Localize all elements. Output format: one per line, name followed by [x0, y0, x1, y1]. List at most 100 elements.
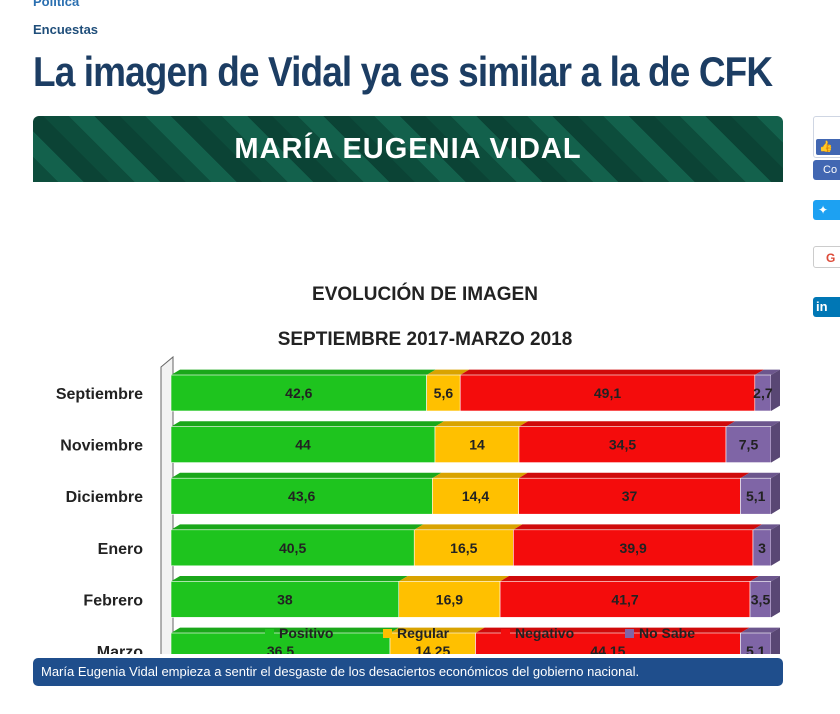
- data-label: 40,5: [279, 540, 306, 556]
- legend-swatch: [383, 629, 392, 638]
- article-headline: La imagen de Vidal ya es similar a la de…: [33, 48, 773, 95]
- bar-segment: [170, 529, 415, 567]
- twitter-bird-icon: ✦: [818, 203, 829, 217]
- bar-side: [771, 421, 780, 463]
- data-label: 3: [758, 540, 766, 556]
- caption-text: María Eugenia Vidal empieza a sentir el …: [41, 664, 640, 679]
- bar-segment-top: [390, 627, 485, 633]
- bar-segment-top: [519, 421, 735, 427]
- data-label: 7,5: [739, 437, 759, 453]
- category-label: Febrero: [83, 592, 143, 609]
- legend-swatch: [625, 629, 634, 638]
- category-label: Septiembre: [56, 386, 143, 403]
- section-link[interactable]: Política: [33, 0, 80, 9]
- bar-segment-top: [513, 524, 762, 530]
- twitter-share-button[interactable]: ✦: [813, 200, 840, 220]
- bar-segment-top: [435, 421, 528, 427]
- data-label: 2,7: [753, 385, 773, 401]
- data-label: 41,7: [611, 591, 638, 607]
- legend-label: Regular: [397, 625, 450, 641]
- google-icon: G: [826, 251, 836, 265]
- data-label: 37: [622, 488, 638, 504]
- bar-segment: [459, 374, 756, 412]
- google-share-button[interactable]: G: [813, 246, 840, 268]
- bar-segment-top: [432, 472, 528, 479]
- category-label: Enero: [98, 541, 144, 558]
- data-label: 43,6: [288, 488, 315, 504]
- bar-side: [771, 472, 780, 515]
- data-label: 44: [295, 437, 311, 453]
- bar-segment: [499, 581, 751, 618]
- data-label: 49,1: [594, 385, 621, 401]
- chart-subtitle: SEPTIEMBRE 2017-MARZO 2018: [278, 329, 573, 350]
- bar-segment: [513, 529, 754, 567]
- bar-segment-top: [171, 524, 424, 530]
- facebook-like-button[interactable]: 👍: [813, 116, 840, 158]
- data-label: 36,5: [267, 643, 294, 654]
- bar-segment-top: [754, 369, 780, 375]
- bar-segment: [432, 477, 519, 515]
- bar-segment-top: [171, 627, 399, 633]
- bar-segment: [170, 581, 400, 618]
- bar-segment-top: [500, 576, 760, 582]
- article-figure: MARÍA EUGENIA VIDAL EVOLUCIÓN DE IMAGEN S…: [33, 116, 783, 654]
- bar-segment-top: [726, 421, 780, 427]
- bar-segment-top: [171, 576, 408, 582]
- bar-side: [771, 369, 780, 411]
- bar-segment-top: [750, 576, 780, 582]
- bar-segment: [170, 374, 427, 412]
- chart-back-wall: [160, 355, 174, 654]
- bar-segment-top: [475, 627, 750, 633]
- data-label: 34,5: [609, 437, 636, 453]
- data-label: 44,15: [590, 643, 625, 654]
- bar-segment: [518, 426, 727, 463]
- figure-caption: María Eugenia Vidal empieza a sentir el …: [33, 658, 783, 686]
- data-label: 3,5: [751, 591, 771, 607]
- bar-segment-top: [171, 369, 436, 375]
- bar-segment: [413, 529, 514, 567]
- category-label: Noviembre: [60, 438, 143, 455]
- bar-segment: [398, 581, 501, 618]
- bar-segment-top: [398, 576, 510, 582]
- legend-label: No Sabe: [639, 625, 695, 641]
- legend-swatch: [501, 629, 510, 638]
- bar-segment-top: [752, 524, 780, 530]
- bar-segment: [740, 477, 772, 515]
- bar-segment-top: [518, 472, 750, 479]
- thumbs-up-icon: 👍: [816, 139, 840, 155]
- banner-title: MARÍA EUGENIA VIDAL: [234, 133, 582, 165]
- facebook-share-label: Co: [823, 164, 838, 176]
- data-label: 5,1: [746, 643, 766, 654]
- bar-segment-top: [171, 472, 442, 479]
- bar-segment: [426, 374, 461, 412]
- bar-segment-top: [740, 472, 780, 479]
- chart-title: EVOLUCIÓN DE IMAGEN: [312, 283, 538, 305]
- data-label: 38: [277, 591, 293, 607]
- data-label: 14,25: [415, 643, 450, 654]
- bar-segment-top: [740, 627, 780, 633]
- stacked-bar-chart: EVOLUCIÓN DE IMAGEN SEPTIEMBRE 2017-MARZO…: [56, 283, 780, 654]
- data-label: 39,9: [620, 540, 647, 556]
- bar-side: [771, 524, 780, 566]
- subsection-link[interactable]: Encuestas: [33, 22, 99, 37]
- bar-segment-top: [171, 421, 444, 427]
- data-label: 14: [469, 437, 485, 453]
- bar-segment: [725, 426, 772, 463]
- data-label: 5,1: [746, 488, 766, 504]
- linkedin-icon: in: [816, 299, 828, 314]
- linkedin-share-button[interactable]: in: [813, 297, 840, 317]
- facebook-share-button[interactable]: Co: [813, 160, 840, 180]
- bar-segment: [518, 477, 741, 515]
- bar-segment-top: [414, 524, 523, 530]
- bar-segment: [170, 477, 433, 515]
- bar-segment: [170, 426, 436, 463]
- figure-banner: MARÍA EUGENIA VIDAL: [33, 116, 783, 182]
- legend-label: Positivo: [279, 625, 333, 641]
- legend-label: Negativo: [515, 625, 574, 641]
- bar-segment-top: [460, 369, 764, 375]
- bar-side: [771, 627, 780, 654]
- bar-segment-top: [426, 369, 470, 375]
- data-label: 5,6: [434, 385, 454, 401]
- data-label: 16,5: [450, 540, 477, 556]
- data-label: 42,6: [285, 385, 312, 401]
